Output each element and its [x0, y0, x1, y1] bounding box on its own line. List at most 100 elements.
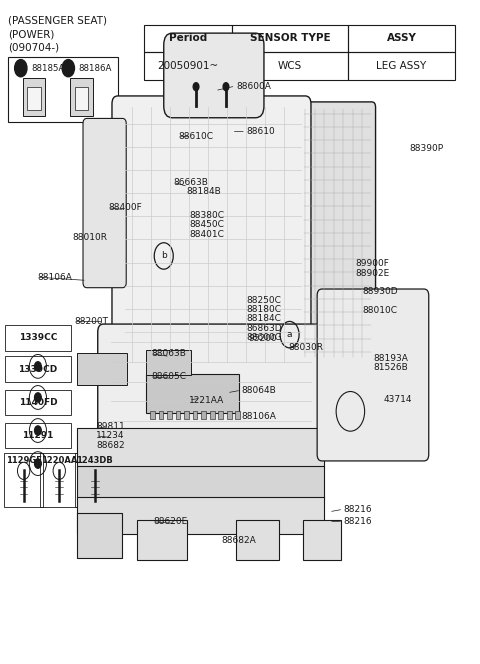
Text: 88390P: 88390P — [410, 143, 444, 153]
Bar — [5, 357, 71, 382]
Text: 88184C: 88184C — [246, 314, 281, 323]
Bar — [5, 422, 71, 448]
Bar — [236, 411, 240, 419]
Text: 1339CC: 1339CC — [19, 333, 57, 343]
Text: 1140FD: 1140FD — [19, 398, 57, 406]
FancyBboxPatch shape — [299, 102, 375, 364]
Text: 88186A: 88186A — [79, 64, 112, 72]
Text: b: b — [161, 252, 167, 260]
Text: 88400F: 88400F — [108, 203, 142, 212]
Bar — [77, 497, 324, 534]
Text: (090704-): (090704-) — [9, 42, 60, 52]
Bar — [237, 521, 279, 560]
Bar — [348, 25, 455, 52]
Bar — [303, 521, 341, 560]
FancyBboxPatch shape — [98, 324, 323, 439]
Text: a: a — [18, 64, 24, 72]
Bar — [40, 453, 79, 507]
Text: 86663B: 86663B — [174, 178, 209, 187]
Text: 88250C: 88250C — [246, 295, 281, 305]
Text: 88930D: 88930D — [362, 287, 398, 296]
Text: Period: Period — [168, 33, 207, 43]
Text: 88450C: 88450C — [189, 220, 224, 229]
Circle shape — [35, 459, 41, 468]
Text: 1339CD: 1339CD — [18, 365, 58, 374]
Text: 1221AA: 1221AA — [189, 396, 224, 404]
Text: 88610: 88610 — [246, 127, 275, 136]
Text: 88600A: 88600A — [237, 82, 271, 90]
Text: 89900F: 89900F — [355, 260, 389, 268]
Text: 88184B: 88184B — [187, 187, 221, 197]
Text: 81526B: 81526B — [373, 363, 408, 373]
Bar — [23, 78, 46, 116]
Bar — [4, 453, 43, 507]
Circle shape — [62, 60, 74, 77]
FancyBboxPatch shape — [164, 33, 264, 118]
Text: 88200T: 88200T — [74, 317, 108, 326]
Text: 88106A: 88106A — [37, 273, 72, 282]
Circle shape — [35, 362, 41, 371]
Bar — [232, 25, 348, 52]
Text: 88620E: 88620E — [153, 517, 188, 527]
Bar — [5, 325, 71, 351]
Bar — [232, 52, 348, 80]
Text: ASSY: ASSY — [386, 33, 416, 43]
Text: 11234: 11234 — [96, 432, 125, 440]
Bar — [210, 411, 215, 419]
Text: 88010C: 88010C — [362, 305, 397, 315]
Bar — [201, 411, 206, 419]
Text: 89811: 89811 — [96, 422, 125, 431]
Text: 88185A: 88185A — [31, 64, 65, 72]
Text: 88193A: 88193A — [373, 354, 408, 363]
Text: 1129GE: 1129GE — [6, 456, 42, 465]
Text: 88030R: 88030R — [288, 343, 324, 353]
Text: 88064B: 88064B — [241, 386, 276, 394]
Bar — [146, 350, 192, 375]
Bar — [150, 411, 155, 419]
Circle shape — [193, 83, 199, 91]
Text: 88380C: 88380C — [189, 211, 224, 220]
Bar — [75, 87, 88, 110]
Text: 88010R: 88010R — [72, 233, 108, 242]
Bar — [137, 521, 187, 560]
Text: 86863D: 86863D — [246, 323, 282, 333]
Bar — [77, 465, 324, 499]
FancyBboxPatch shape — [317, 289, 429, 461]
Text: 43714: 43714 — [384, 395, 412, 404]
Bar — [9, 57, 118, 122]
Bar — [144, 25, 232, 52]
Bar — [158, 411, 163, 419]
Text: (PASSENGER SEAT): (PASSENGER SEAT) — [9, 16, 108, 26]
Text: 88063B: 88063B — [151, 349, 186, 359]
Bar — [348, 52, 455, 80]
Circle shape — [223, 83, 229, 91]
Circle shape — [14, 60, 27, 77]
FancyBboxPatch shape — [112, 96, 311, 376]
Bar — [77, 513, 122, 558]
Text: 1243DB: 1243DB — [76, 456, 113, 465]
Bar — [77, 428, 324, 467]
Text: SENSOR TYPE: SENSOR TYPE — [250, 33, 330, 43]
Bar — [75, 453, 114, 507]
Bar — [144, 52, 232, 80]
Text: 88682: 88682 — [96, 441, 125, 450]
Text: a: a — [287, 330, 292, 339]
Bar — [218, 411, 223, 419]
Bar — [176, 411, 180, 419]
Bar — [167, 411, 172, 419]
Text: b: b — [65, 64, 72, 72]
Bar — [184, 411, 189, 419]
Text: 20050901~: 20050901~ — [157, 61, 218, 71]
Text: LEG ASSY: LEG ASSY — [376, 61, 427, 71]
Bar — [192, 411, 197, 419]
Circle shape — [35, 426, 41, 435]
Bar — [77, 353, 127, 385]
Text: (POWER): (POWER) — [9, 29, 55, 39]
Bar — [70, 78, 93, 116]
Text: 88216: 88216 — [343, 505, 372, 514]
Text: 88216: 88216 — [343, 517, 372, 526]
Text: 11291: 11291 — [22, 431, 54, 440]
Text: 88682A: 88682A — [221, 536, 256, 544]
Bar — [227, 411, 232, 419]
Bar — [27, 87, 41, 110]
